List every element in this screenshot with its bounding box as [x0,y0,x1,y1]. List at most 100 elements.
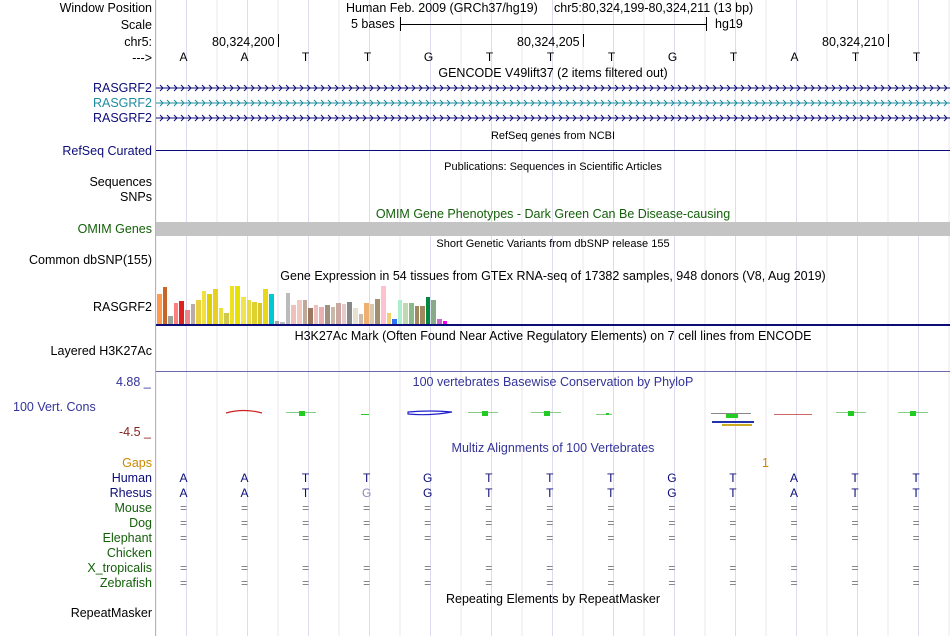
pubs-label-sequences[interactable]: Sequences [89,175,152,189]
pubs-label-snps[interactable]: SNPs [120,190,152,204]
gtex-bar[interactable] [269,294,274,324]
gtex-bar[interactable] [392,319,397,324]
gencode-track-title[interactable]: GENCODE V49lift37 (2 items filtered out) [438,66,668,80]
gtex-bar[interactable] [190,304,196,324]
gtex-track-title[interactable]: Gene Expression in 54 tissues from GTEx … [280,269,826,283]
omim-feature[interactable] [156,222,950,236]
gtex-bar[interactable] [224,313,229,324]
strand-label[interactable]: ---> [132,51,152,65]
strand-chevron [411,99,416,107]
gtex-bar[interactable] [218,308,224,324]
gtex-bar[interactable] [207,294,212,324]
gtex-bar[interactable] [364,303,369,324]
repeatmasker-label[interactable]: RepeatMasker [70,606,152,620]
strand-chevron [334,114,339,122]
gtex-bar[interactable] [347,302,352,324]
multiz-track-title[interactable]: Multiz Alignments of 100 Vertebrates [451,441,655,455]
gtex-bar[interactable] [409,303,414,324]
gtex-bar[interactable] [173,303,179,324]
gtex-bar[interactable] [425,297,431,324]
strand-chevron [383,84,388,92]
multiz-species-label[interactable]: X_tropicalis [87,561,152,575]
phylop-label[interactable]: 100 Vert. Cons [13,400,96,414]
strand-chevron [838,84,843,92]
strand-chevron [390,114,395,122]
gtex-bar[interactable] [442,321,448,324]
gtex-bar[interactable] [168,316,173,324]
multiz-species-label[interactable]: Dog [129,516,152,530]
gtex-bar[interactable] [414,306,420,324]
strand-chevron [474,99,479,107]
gtex-bar[interactable] [431,300,436,324]
gtex-bar[interactable] [319,307,324,324]
gencode-item-label[interactable]: RASGRF2 [92,111,152,125]
gtex-bar[interactable] [353,308,358,324]
gtex-barchart[interactable] [156,286,950,324]
gtex-bar[interactable] [185,310,190,324]
repeatmasker-track-title[interactable]: Repeating Elements by RepeatMasker [445,592,660,606]
h3k27ac-label[interactable]: Layered H3K27Ac [50,344,152,358]
gtex-bar[interactable] [302,300,308,324]
gtex-bar[interactable] [246,300,252,324]
gtex-bar[interactable] [403,303,408,324]
gencode-item-label[interactable]: RASGRF2 [92,96,152,110]
gtex-bar[interactable] [179,301,184,324]
base: A [240,50,249,64]
aligned-base: = [912,561,920,575]
dbsnp-label[interactable]: Common dbSNP(155) [29,253,152,267]
gtex-bar[interactable] [369,304,375,324]
gtex-bar[interactable] [375,299,380,324]
gtex-bar[interactable] [196,300,201,324]
gtex-bar[interactable] [162,287,168,324]
gtex-bar[interactable] [201,291,207,324]
dbsnp-track-title[interactable]: Short Genetic Variants from dbSNP releas… [436,238,670,250]
gencode-features[interactable] [156,80,950,128]
gtex-bar[interactable] [257,303,263,324]
gtex-bar[interactable] [381,286,386,324]
gtex-bar[interactable] [157,294,162,324]
gtex-bar[interactable] [420,306,425,324]
gtex-bar[interactable] [308,308,313,324]
multiz-species-label[interactable]: Mouse [114,501,152,515]
h3k27ac-track-title[interactable]: H3K27Ac Mark (Often Found Near Active Re… [294,329,812,343]
gtex-bar[interactable] [235,286,240,324]
gtex-bar[interactable] [341,304,347,324]
gtex-bar[interactable] [358,314,364,324]
pubs-track-title[interactable]: Publications: Sequences in Scientific Ar… [444,161,662,173]
phylop-track-title[interactable]: 100 vertebrates Basewise Conservation by… [412,375,694,389]
gtex-bar[interactable] [336,303,341,324]
gtex-bar[interactable] [252,302,257,324]
gtex-bar[interactable] [229,286,235,324]
multiz-species-label[interactable]: Chicken [106,546,152,560]
gtex-label[interactable]: RASGRF2 [92,300,152,314]
refseq-track-title[interactable]: RefSeq genes from NCBI [490,130,616,142]
gtex-baseline [156,324,950,326]
gtex-bar[interactable] [241,297,246,324]
multiz-species-label[interactable]: Rhesus [109,486,152,500]
multiz-species-label[interactable]: Human [111,471,152,485]
multiz-gaps-label[interactable]: Gaps [122,456,152,470]
gtex-bar[interactable] [291,305,296,324]
omim-track-title[interactable]: OMIM Gene Phenotypes - Dark Green Can Be… [375,207,731,221]
strand-chevron [509,99,514,107]
phylop-wiggle[interactable] [156,402,950,428]
gtex-bar[interactable] [297,300,302,324]
gtex-bar[interactable] [386,313,392,324]
gtex-bar[interactable] [313,305,319,324]
gtex-bar[interactable] [325,305,330,324]
gtex-bar[interactable] [213,289,218,324]
gtex-bar[interactable] [330,307,336,324]
refseq-feature[interactable] [156,150,950,151]
multiz-species-label[interactable]: Elephant [102,531,152,545]
multiz-species-label[interactable]: Zebrafish [99,576,152,590]
omim-label[interactable]: OMIM Genes [77,222,152,236]
gtex-bar[interactable] [437,319,442,324]
gtex-bar[interactable] [397,300,403,324]
gtex-bar[interactable] [285,293,291,324]
window-position[interactable]: chr5:80,324,199-80,324,211 (13 bp) [554,1,754,15]
refseq-label[interactable]: RefSeq Curated [62,144,152,158]
gencode-item-label[interactable]: RASGRF2 [92,81,152,95]
gtex-bar[interactable] [263,289,268,324]
gtex-bar[interactable] [274,321,280,324]
gtex-bar[interactable] [280,322,285,324]
